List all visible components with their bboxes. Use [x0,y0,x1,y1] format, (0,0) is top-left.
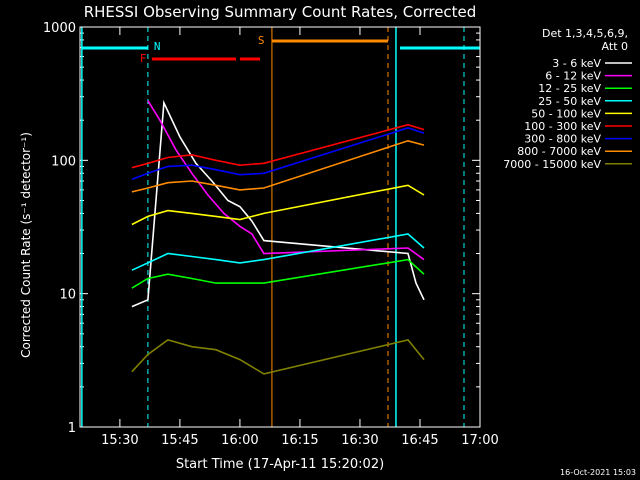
night-flag-label: N [154,40,161,53]
legend-title-line-1: Det 1,3,4,5,6,9, [542,27,628,40]
x-tick-label: 16:15 [281,433,318,448]
series-line-7 [131,127,425,181]
series-line-4 [131,233,425,271]
y-tick-label: 100 [51,154,76,169]
legend-label-5: 50 - 100 keV [531,107,601,120]
x-tick-label: 16:00 [221,433,258,448]
x-tick-label: 15:30 [101,433,138,448]
x-tick-label: 17:00 [461,433,498,448]
plot-layer: 1 10 100 1000 15:30 15:45 16:00 16:15 16:30 16:45… [43,21,499,448]
series-line-8 [131,139,425,193]
y-tick-label: 1 [68,421,76,436]
flare-flag-label: F [140,52,147,65]
legend-label-6: 100 - 300 keV [524,120,601,133]
legend-label-7: 300 - 800 keV [524,133,601,146]
y-tick-label: 1000 [43,21,76,36]
timestamp: 16-Oct-2021 15:03 [560,468,636,477]
y-axis-label: Corrected Count Rate (s⁻¹ detector⁻¹) [19,132,33,358]
legend-label-4: 25 - 50 keV [538,95,601,108]
saa-flag-label: S [258,34,265,47]
chart-title: RHESSI Observing Summary Count Rates, Co… [84,3,477,21]
x-tick-label: 16:30 [341,433,378,448]
plot-frame [79,26,481,428]
x-tick-label: 16:45 [401,433,438,448]
x-axis-label: Start Time (17-Apr-11 15:20:02) [176,457,384,472]
legend-label-9: 7000 - 15000 keV [503,158,601,171]
series-line-5 [131,184,425,226]
legend-label-8: 800 - 7000 keV [517,145,601,158]
x-tick-label: 15:45 [161,433,198,448]
legend-label-2: 6 - 12 keV [545,70,601,83]
series-line-6 [131,123,425,169]
series-line-9 [131,339,425,375]
legend-label-3: 12 - 25 keV [538,82,601,95]
legend-title-line-2: Att 0 [602,40,628,53]
legend-label-1: 3 - 6 keV [552,57,601,70]
y-tick-label: 10 [59,288,76,303]
series-line-1 [131,99,425,308]
series-line-3 [131,258,425,289]
